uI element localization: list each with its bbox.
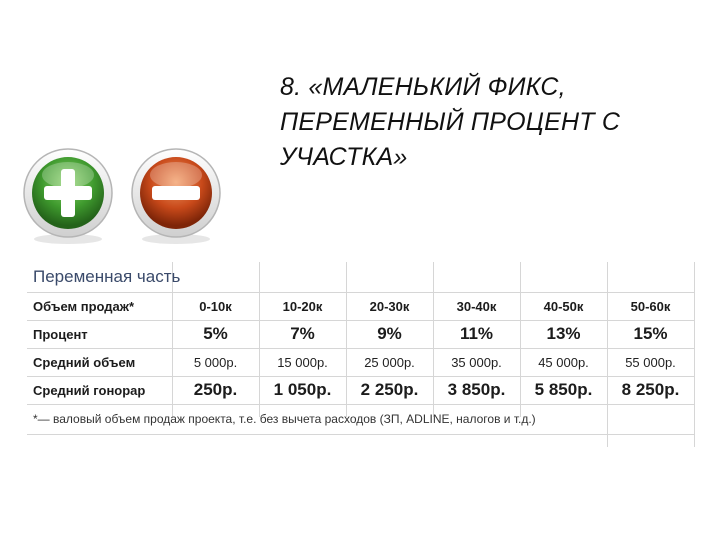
avg-volume-cell: 35 000р. bbox=[451, 354, 502, 370]
avg-fee-cell: 8 250р. bbox=[621, 380, 680, 399]
percent-cell: 15% bbox=[633, 324, 668, 343]
avg-volume-cell: 25 000р. bbox=[364, 354, 415, 370]
percent-cell: 5% bbox=[203, 324, 228, 343]
avg-fee-cell: 2 250р. bbox=[360, 380, 419, 399]
row-label-avg-volume: Средний объем bbox=[33, 354, 136, 370]
avg-fee-cell: 3 850р. bbox=[447, 380, 506, 399]
volume-cell: 50-60к bbox=[630, 298, 671, 314]
avg-volume-cell: 15 000р. bbox=[277, 354, 328, 370]
volume-cell: 40-50к bbox=[543, 298, 584, 314]
row-label-avg-fee: Средний гонорар bbox=[33, 382, 146, 398]
table-part-title: Переменная часть bbox=[33, 267, 181, 286]
avg-volume-cell: 5 000р. bbox=[193, 354, 238, 370]
avg-fee-cell: 5 850р. bbox=[534, 380, 593, 399]
minus-circle-icon bbox=[130, 147, 222, 245]
avg-fee-cell: 250р. bbox=[193, 380, 238, 399]
avg-volume-cell: 45 000р. bbox=[538, 354, 589, 370]
slide-title: 8. «МАЛЕНЬКИЙ ФИКС, ПЕРЕМЕННЫЙ ПРОЦЕНТ С… bbox=[280, 73, 621, 171]
percent-cell: 7% bbox=[290, 324, 315, 343]
commission-table: Переменная часть Объем продаж* 0-10к 10-… bbox=[27, 262, 694, 434]
volume-cell: 20-30к bbox=[369, 298, 410, 314]
table-footnote: *— валовый объем продаж проекта, т.е. бе… bbox=[33, 412, 536, 426]
row-label-percent: Процент bbox=[33, 326, 88, 342]
spreadsheet-table: Переменная часть Объем продаж* 0-10к 10-… bbox=[27, 262, 697, 447]
avg-volume-cell: 55 000р. bbox=[625, 354, 676, 370]
row-label-volume: Объем продаж* bbox=[33, 298, 135, 314]
volume-cell: 30-40к bbox=[456, 298, 497, 314]
volume-cell: 0-10к bbox=[199, 298, 232, 314]
percent-cell: 11% bbox=[459, 324, 494, 343]
volume-cell: 10-20к bbox=[282, 298, 323, 314]
percent-cell: 13% bbox=[546, 324, 581, 343]
percent-cell: 9% bbox=[377, 324, 402, 343]
plus-circle-icon bbox=[22, 147, 114, 245]
avg-fee-cell: 1 050р. bbox=[273, 380, 332, 399]
